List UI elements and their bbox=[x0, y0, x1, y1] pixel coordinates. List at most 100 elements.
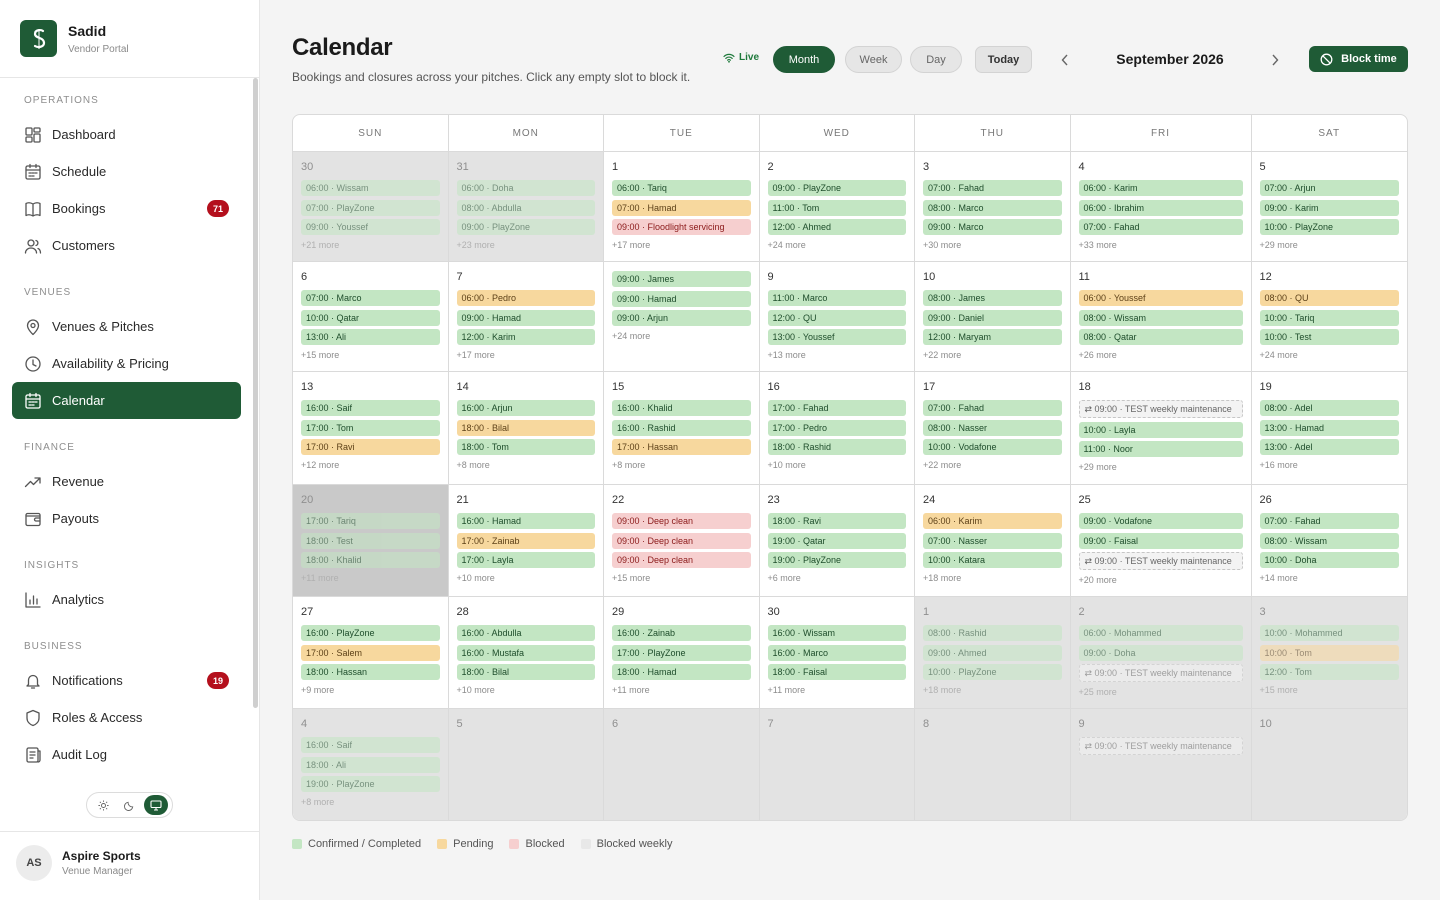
booking-event[interactable]: 18:00 · Tom bbox=[456, 439, 595, 456]
more-events-link[interactable]: +18 more bbox=[923, 573, 962, 584]
booking-event[interactable]: 08:00 · James bbox=[923, 290, 1062, 306]
next-month-button[interactable] bbox=[1265, 50, 1285, 70]
booking-event[interactable]: 10:00 · Layla bbox=[1078, 421, 1243, 438]
sidebar-item-calendar[interactable]: Calendar bbox=[12, 382, 241, 419]
booking-event[interactable]: 07:00 · Marco bbox=[301, 290, 440, 306]
calendar-day-cell[interactable]: 9 11:00 · Marco 12:00 · QU 13:00 · Youssef +… bbox=[759, 262, 915, 372]
calendar-day-cell[interactable]: 22 09:00 · Deep clean 09:00 · Deep clean 09… bbox=[604, 485, 760, 597]
booking-event[interactable]: 18:00 · Faisal bbox=[767, 664, 906, 681]
calendar-day-cell[interactable]: 10 bbox=[1251, 709, 1407, 820]
blocked-event[interactable]: 09:00 · Deep clean bbox=[612, 513, 751, 529]
sidebar-item-payouts[interactable]: Payouts bbox=[12, 500, 241, 537]
booking-event[interactable]: 18:00 · Test bbox=[301, 532, 440, 549]
booking-event[interactable]: 08:00 · Marco bbox=[923, 199, 1062, 216]
sidebar-scrollbar[interactable] bbox=[253, 78, 258, 708]
booking-event[interactable]: 13:00 · Hamad bbox=[1259, 419, 1399, 436]
booking-event[interactable]: 09:00 · Youssef bbox=[301, 219, 440, 236]
more-events-link[interactable]: +8 more bbox=[456, 460, 490, 471]
more-events-link[interactable]: +6 more bbox=[767, 573, 801, 584]
booking-event[interactable]: 12:00 · Tom bbox=[1259, 664, 1399, 681]
calendar-day-cell[interactable]: 30 06:00 · Wissam 07:00 · PlayZone 09:00 · … bbox=[293, 152, 449, 262]
more-events-link[interactable]: +25 more bbox=[1078, 687, 1117, 698]
booking-event[interactable]: 10:00 · Tariq bbox=[1259, 309, 1399, 326]
calendar-day-cell[interactable]: 31 06:00 · Doha 08:00 · Abdulla 09:00 · Pla… bbox=[448, 152, 604, 262]
more-events-link[interactable]: +10 more bbox=[767, 460, 806, 471]
booking-event[interactable]: 07:00 · Arjun bbox=[1259, 180, 1399, 196]
weekly-block-event[interactable]: ⇄ 09:00 · TEST weekly maintenance bbox=[1078, 737, 1243, 755]
more-events-link[interactable]: +24 more bbox=[767, 240, 806, 251]
booking-event[interactable]: 08:00 · Abdulla bbox=[456, 199, 595, 216]
calendar-day-cell[interactable]: 7 06:00 · Pedro 09:00 · Hamad 12:00 · Karim… bbox=[448, 262, 604, 372]
light-theme-icon[interactable] bbox=[91, 795, 115, 815]
booking-event[interactable]: 16:00 · Wissam bbox=[767, 625, 906, 641]
more-events-link[interactable]: +8 more bbox=[612, 460, 646, 471]
calendar-day-cell[interactable]: 4 16:00 · Saif 18:00 · Ali 19:00 · PlayZone… bbox=[293, 709, 449, 820]
calendar-day-cell[interactable]: 7 bbox=[759, 709, 915, 820]
booking-event[interactable]: 11:00 · Tom bbox=[767, 199, 906, 216]
calendar-day-cell[interactable]: 1 06:00 · Tariq 07:00 · Hamad 09:00 · Flood… bbox=[604, 152, 760, 262]
booking-event[interactable]: 17:00 · Tariq bbox=[301, 513, 440, 529]
more-events-link[interactable]: +14 more bbox=[1259, 573, 1298, 584]
calendar-day-cell[interactable]: 2 06:00 · Mohammed 09:00 · Doha ⇄ 09:00 · T… bbox=[1070, 597, 1252, 709]
more-events-link[interactable]: +24 more bbox=[1259, 350, 1298, 361]
more-events-link[interactable]: +15 more bbox=[1259, 685, 1298, 696]
booking-event[interactable]: 16:00 · Hamad bbox=[456, 513, 595, 529]
booking-event[interactable]: 09:00 · PlayZone bbox=[767, 180, 906, 196]
more-events-link[interactable]: +8 more bbox=[301, 797, 335, 808]
booking-event[interactable]: 09:00 · Karim bbox=[1259, 199, 1399, 216]
booking-event[interactable]: 07:00 · Fahad bbox=[1259, 513, 1399, 529]
booking-event[interactable]: 10:00 · PlayZone bbox=[1259, 219, 1399, 236]
prev-month-button[interactable] bbox=[1055, 50, 1075, 70]
calendar-day-cell[interactable]: 28 16:00 · Abdulla 16:00 · Mustafa 18:00 · … bbox=[448, 597, 604, 709]
booking-event[interactable]: 09:00 · Ahmed bbox=[923, 644, 1062, 661]
calendar-day-cell[interactable]: 10 08:00 · James 09:00 · Daniel 12:00 · Mar… bbox=[915, 262, 1071, 372]
booking-event[interactable]: 18:00 · Rashid bbox=[767, 439, 906, 456]
booking-event[interactable]: 07:00 · Fahad bbox=[1078, 219, 1243, 236]
more-events-link[interactable]: +29 more bbox=[1078, 462, 1117, 473]
more-events-link[interactable]: +10 more bbox=[456, 573, 495, 584]
calendar-day-cell[interactable]: 24 06:00 · Karim 07:00 · Nasser 10:00 · Kat… bbox=[915, 485, 1071, 597]
calendar-day-cell[interactable]: 3 10:00 · Mohammed 10:00 · Tom 12:00 · Tom +… bbox=[1251, 597, 1407, 709]
booking-event[interactable]: 18:00 · Bilal bbox=[456, 664, 595, 681]
more-events-link[interactable]: +11 more bbox=[767, 685, 806, 696]
booking-event[interactable]: 13:00 · Youssef bbox=[767, 329, 906, 346]
more-events-link[interactable]: +18 more bbox=[923, 685, 962, 696]
booking-event[interactable]: 11:00 · Marco bbox=[767, 290, 906, 306]
booking-event[interactable]: 19:00 · PlayZone bbox=[767, 552, 906, 569]
view-month-button[interactable]: Month bbox=[773, 46, 835, 73]
weekly-block-event[interactable]: ⇄ 09:00 · TEST weekly maintenance bbox=[1078, 664, 1243, 683]
more-events-link[interactable]: +16 more bbox=[1259, 460, 1298, 471]
pending-booking-event[interactable]: 07:00 · Hamad bbox=[612, 199, 751, 216]
sidebar-item-customers[interactable]: Customers bbox=[12, 227, 241, 264]
more-events-link[interactable]: +15 more bbox=[612, 573, 651, 584]
booking-event[interactable]: 18:00 · Ali bbox=[301, 756, 440, 773]
more-events-link[interactable]: +20 more bbox=[1078, 575, 1117, 586]
pending-booking-event[interactable]: 10:00 · Tom bbox=[1259, 644, 1399, 661]
booking-event[interactable]: 11:00 · Noor bbox=[1078, 441, 1243, 458]
booking-event[interactable]: 09:00 · Doha bbox=[1078, 644, 1243, 661]
pending-booking-event[interactable]: 17:00 · Hassan bbox=[612, 439, 751, 456]
booking-event[interactable]: 08:00 · Rashid bbox=[923, 625, 1062, 641]
booking-event[interactable]: 17:00 · Tom bbox=[301, 419, 440, 436]
booking-event[interactable]: 10:00 · Mohammed bbox=[1259, 625, 1399, 641]
booking-event[interactable]: 08:00 · Adel bbox=[1259, 400, 1399, 416]
booking-event[interactable]: 06:00 · Wissam bbox=[301, 180, 440, 196]
sidebar-item-analytics[interactable]: Analytics bbox=[12, 581, 241, 618]
more-events-link[interactable]: +23 more bbox=[456, 240, 495, 251]
more-events-link[interactable]: +15 more bbox=[301, 350, 340, 361]
pending-booking-event[interactable]: 17:00 · Zainab bbox=[456, 532, 595, 549]
booking-event[interactable]: 16:00 · Saif bbox=[301, 737, 440, 753]
blocked-event[interactable]: 09:00 · Deep clean bbox=[612, 552, 751, 569]
booking-event[interactable]: 19:00 · Qatar bbox=[767, 532, 906, 549]
booking-event[interactable]: 09:00 · Arjun bbox=[612, 310, 751, 327]
more-events-link[interactable]: +24 more bbox=[612, 331, 651, 342]
sidebar-item-roles-access[interactable]: Roles & Access bbox=[12, 699, 241, 736]
calendar-day-cell[interactable]: 21 16:00 · Hamad 17:00 · Zainab 17:00 · Lay… bbox=[448, 485, 604, 597]
calendar-day-cell[interactable]: 23 18:00 · Ravi 19:00 · Qatar 19:00 · PlayZ… bbox=[759, 485, 915, 597]
calendar-day-cell[interactable]: 11 06:00 · Youssef 08:00 · Wissam 08:00 · Q… bbox=[1070, 262, 1252, 372]
booking-event[interactable]: 10:00 · Test bbox=[1259, 329, 1399, 346]
more-events-link[interactable]: +12 more bbox=[301, 460, 340, 471]
booking-event[interactable]: 12:00 · QU bbox=[767, 309, 906, 326]
booking-event[interactable]: 07:00 · Fahad bbox=[923, 180, 1062, 196]
